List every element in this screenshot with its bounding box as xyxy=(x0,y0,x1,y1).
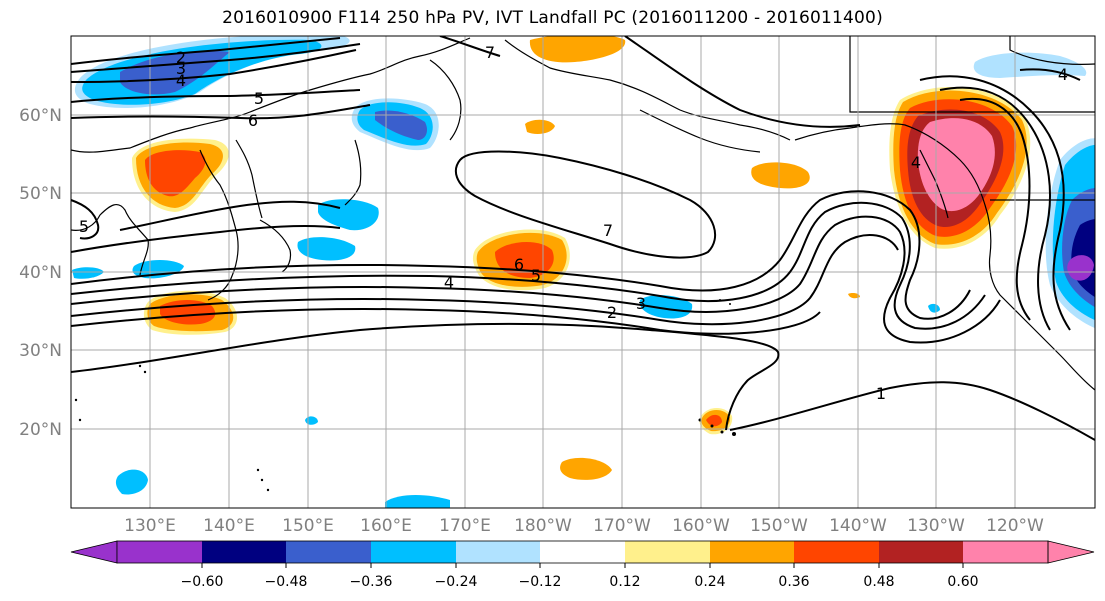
map-title: 2016010900 F114 250 hPa PV, IVT Landfall… xyxy=(222,8,883,28)
colorbar: −0.60 −0.48 −0.36 −0.24 −0.12 0.12 0.24 … xyxy=(70,540,1095,590)
lon-label: 170°E xyxy=(439,516,491,536)
lon-label: 120°W xyxy=(986,516,1044,536)
coastlines xyxy=(71,36,1095,391)
colorbar-segment xyxy=(202,541,286,563)
lon-label: 160°E xyxy=(360,516,412,536)
colorbar-segment xyxy=(371,541,456,563)
contour-label: 2 xyxy=(607,303,617,322)
colorbar-tick-label: −0.60 xyxy=(181,574,224,590)
colorbar-tick-label: 0.24 xyxy=(694,574,725,590)
colorbar-segment xyxy=(794,541,879,563)
colorbar-segment xyxy=(286,541,371,563)
colorbar-segment xyxy=(456,541,540,563)
lon-label: 180°W xyxy=(514,516,572,536)
contour-label: 4 xyxy=(911,153,921,172)
contour-label: 4 xyxy=(444,273,454,292)
contour-label: 3 xyxy=(636,294,646,313)
contour-label: 6 xyxy=(514,255,524,274)
lon-label: 150°W xyxy=(750,516,808,536)
ivt-positive-region-north xyxy=(525,36,626,134)
contour-label: 3 xyxy=(176,59,186,78)
colorbar-segment xyxy=(710,541,794,563)
contour-label: 5 xyxy=(254,89,264,108)
lon-label: 130°E xyxy=(124,516,176,536)
colorbar-segment xyxy=(540,541,625,563)
lat-label: 60°N xyxy=(19,106,62,126)
colorbar-segment xyxy=(117,541,202,563)
lat-label: 20°N xyxy=(19,420,62,440)
ivt-positive-region-siberia xyxy=(132,138,229,212)
contour-label: 2 xyxy=(176,48,186,67)
contour-label: 7 xyxy=(485,43,495,62)
longitude-labels: 130°E 140°E 150°E 160°E 170°E 180°W 170°… xyxy=(124,516,1044,536)
lon-label: 130°W xyxy=(907,516,965,536)
pv-contours xyxy=(71,36,1095,441)
colorbar-tick-label: −0.36 xyxy=(350,574,393,590)
colorbar-tick-label: 0.60 xyxy=(947,574,978,590)
colorbar-frame xyxy=(116,540,1049,564)
lon-label: 160°W xyxy=(672,516,730,536)
ivt-shading xyxy=(72,36,1095,508)
colorbar-tick-label: −0.48 xyxy=(265,574,308,590)
contour-label: 5 xyxy=(531,266,541,285)
ivt-positive-region-landfall xyxy=(889,87,1031,249)
ivt-negative-region-okhotsk xyxy=(351,98,439,151)
colorbar-extend-low xyxy=(70,540,118,564)
graticule xyxy=(71,36,1095,508)
lat-label: 40°N xyxy=(19,263,62,283)
colorbar-segment xyxy=(879,541,963,563)
colorbar-tick-label: 0.48 xyxy=(863,574,894,590)
contour-labels: 2 3 4 5 6 7 6 5 4 3 2 7 1 4 4 5 xyxy=(79,43,1068,403)
ivt-positive-region-hawaii xyxy=(699,407,733,435)
lon-label: 170°W xyxy=(593,516,651,536)
lat-label: 50°N xyxy=(19,184,62,204)
contour-label: 4 xyxy=(1058,65,1068,84)
colorbar-segment xyxy=(963,541,1048,563)
contour-label: 5 xyxy=(79,217,89,236)
lat-label: 30°N xyxy=(19,341,62,361)
colorbar-tick-label: −0.24 xyxy=(435,574,478,590)
lon-label: 140°E xyxy=(203,516,255,536)
ivt-positive-region-center xyxy=(472,229,570,291)
map-frame xyxy=(70,35,1096,509)
colorbar-tick-label: 0.12 xyxy=(609,574,640,590)
contour-label: 6 xyxy=(248,111,258,130)
contour-label: 1 xyxy=(876,384,886,403)
colorbar-extend-high xyxy=(1047,540,1095,564)
colorbar-tick-label: 0.36 xyxy=(778,574,809,590)
lon-label: 140°W xyxy=(829,516,887,536)
latitude-labels: 60°N 50°N 40°N 30°N 20°N xyxy=(19,106,62,440)
colorbar-tick-label: −0.12 xyxy=(519,574,562,590)
contour-label: 4 xyxy=(176,71,186,90)
lon-label: 150°E xyxy=(282,516,334,536)
ivt-positive-region-small xyxy=(560,162,860,480)
contour-label: 7 xyxy=(603,221,613,240)
colorbar-segment xyxy=(625,541,710,563)
